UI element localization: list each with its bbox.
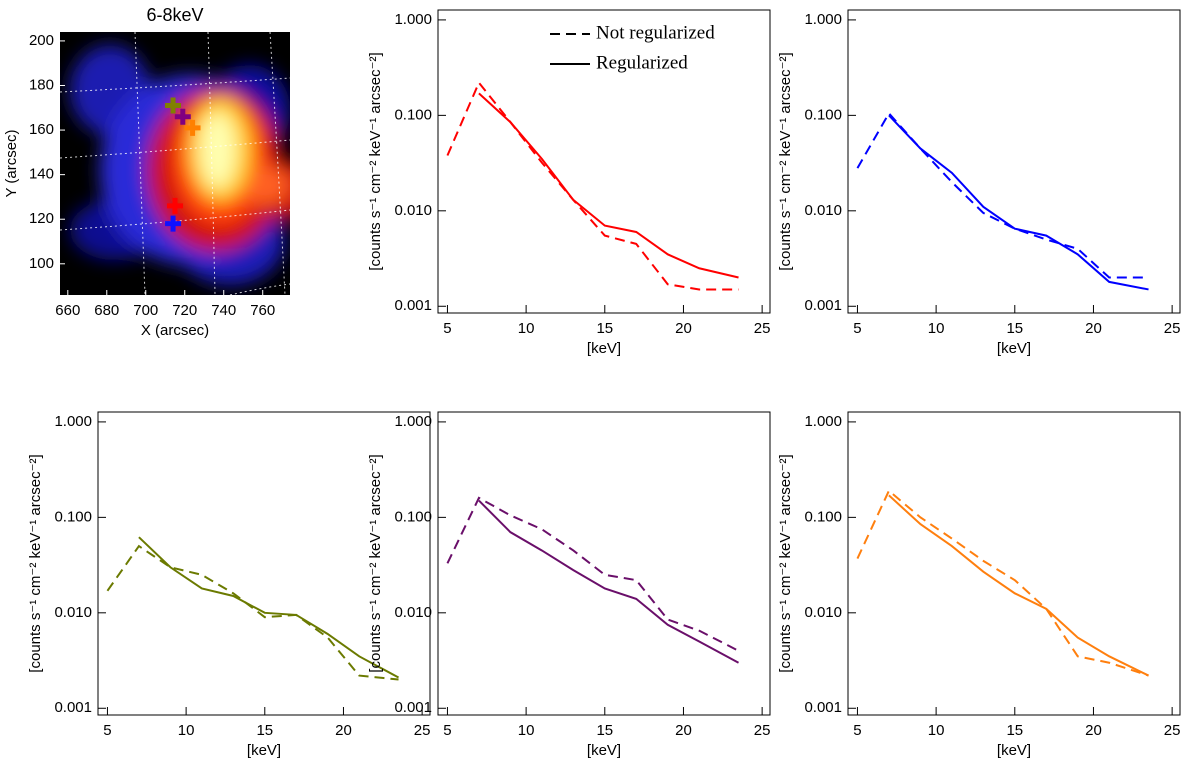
y-tick-label: 0.010: [804, 604, 842, 621]
y-tick-label: 140: [29, 166, 54, 183]
x-tick-label: 720: [172, 302, 197, 319]
x-tick-label: 5: [443, 320, 451, 337]
x-tick-label: 15: [1006, 722, 1023, 739]
y-tick-label: 0.001: [804, 699, 842, 716]
y-tick-label: 0.001: [394, 699, 432, 716]
position-marker: [174, 108, 191, 125]
x-tick-label: 5: [853, 320, 861, 337]
y-tick-label: 1.000: [394, 413, 432, 430]
y-tick-label: 200: [29, 32, 54, 49]
plot-frame: [97, 411, 431, 716]
x-tick-label: 20: [675, 320, 692, 337]
x-tick-label: 20: [675, 722, 692, 739]
series-line: [888, 114, 1149, 291]
x-tick-label: 740: [211, 302, 236, 319]
series-line: [478, 92, 739, 279]
x-axis-label: [keV]: [587, 742, 621, 759]
x-tick-label: 760: [250, 302, 275, 319]
x-tick-label: 25: [1164, 722, 1181, 739]
y-axis-label: [counts s⁻¹ cm⁻² keV⁻¹ arcsec⁻²]: [27, 454, 44, 672]
x-axis-label: [keV]: [997, 340, 1031, 357]
x-tick-label: 10: [518, 722, 535, 739]
x-tick-label: 10: [928, 320, 945, 337]
y-tick-label: 0.100: [394, 106, 432, 123]
position-marker: [184, 119, 201, 136]
y-tick-label: 0.010: [804, 202, 842, 219]
y-tick-label: 0.001: [804, 297, 842, 314]
x-tick-label: 5: [853, 722, 861, 739]
legend-label: Regularized: [596, 52, 688, 73]
y-tick-label: 1.000: [54, 413, 92, 430]
y-axis-label: Y (arcsec): [3, 129, 20, 197]
position-marker: [167, 197, 183, 214]
image-title: 6-8keV: [146, 5, 203, 25]
series-line: [106, 544, 399, 681]
x-tick-label: 15: [596, 320, 613, 337]
y-tick-label: 0.100: [394, 508, 432, 525]
x-axis-label: [keV]: [587, 340, 621, 357]
series-line: [856, 489, 1149, 677]
x-tick-label: 25: [1164, 320, 1181, 337]
x-tick-label: 20: [1085, 320, 1102, 337]
plot-frame: [437, 9, 771, 314]
position-marker: [165, 97, 182, 114]
position-marker: [165, 215, 182, 232]
x-tick-label: 10: [178, 722, 195, 739]
x-tick-label: 10: [518, 320, 535, 337]
x-tick-label: 15: [1006, 320, 1023, 337]
x-tick-label: 15: [256, 722, 273, 739]
series-line: [138, 536, 400, 679]
series-line: [856, 111, 1149, 279]
x-tick-label: 5: [443, 722, 451, 739]
x-tick-label: 20: [1085, 722, 1102, 739]
y-tick-label: 100: [29, 255, 54, 272]
y-tick-label: 120: [29, 210, 54, 227]
plot-frame: [847, 9, 1181, 314]
y-tick-label: 0.010: [394, 604, 432, 621]
y-axis-label: [counts s⁻¹ cm⁻² keV⁻¹ arcsec⁻²]: [367, 52, 384, 270]
y-tick-label: 0.100: [54, 508, 92, 525]
plot-frame: [847, 411, 1181, 716]
y-axis-label: [counts s⁻¹ cm⁻² keV⁻¹ arcsec⁻²]: [367, 454, 384, 672]
x-tick-label: 680: [94, 302, 119, 319]
y-tick-label: 0.010: [54, 604, 92, 621]
x-tick-label: 700: [133, 302, 158, 319]
x-tick-label: 25: [754, 320, 771, 337]
x-axis-label: X (arcsec): [141, 322, 209, 339]
y-axis-label: [counts s⁻¹ cm⁻² keV⁻¹ arcsec⁻²]: [777, 52, 794, 270]
legend-label: Not regularized: [596, 22, 715, 43]
x-tick-label: 15: [596, 722, 613, 739]
heatmap: [60, 32, 290, 295]
y-tick-label: 180: [29, 76, 54, 93]
y-tick-label: 0.001: [394, 297, 432, 314]
y-axis-label: [counts s⁻¹ cm⁻² keV⁻¹ arcsec⁻²]: [777, 454, 794, 672]
x-tick-label: 660: [55, 302, 80, 319]
x-tick-label: 25: [754, 722, 771, 739]
plot-frame: [437, 411, 771, 716]
x-axis-label: [keV]: [247, 742, 281, 759]
y-tick-label: 0.001: [54, 699, 92, 716]
y-tick-label: 1.000: [804, 11, 842, 28]
series-line: [888, 494, 1149, 677]
x-tick-label: 20: [335, 722, 352, 739]
x-tick-label: 25: [414, 722, 431, 739]
series-line: [446, 80, 739, 291]
y-tick-label: 1.000: [804, 413, 842, 430]
x-tick-label: 5: [103, 722, 111, 739]
series-line: [446, 496, 739, 652]
y-tick-label: 0.100: [804, 508, 842, 525]
y-tick-label: 0.010: [394, 202, 432, 219]
x-axis-label: [keV]: [997, 742, 1031, 759]
y-tick-label: 160: [29, 121, 54, 138]
y-tick-label: 1.000: [394, 11, 432, 28]
series-line: [478, 499, 740, 664]
x-tick-label: 10: [928, 722, 945, 739]
y-tick-label: 0.100: [804, 106, 842, 123]
